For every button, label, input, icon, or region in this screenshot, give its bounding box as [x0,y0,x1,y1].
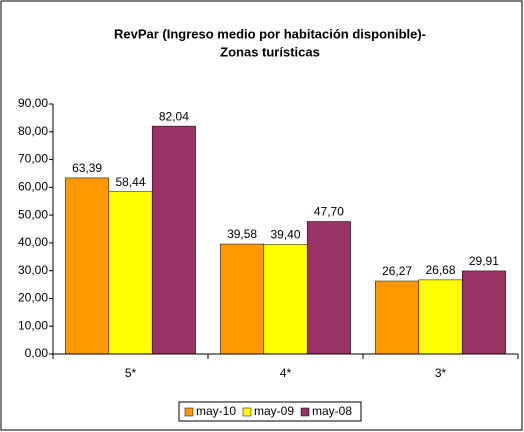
bar [220,243,265,355]
bar [151,125,196,355]
legend-label: may-10 [196,404,236,418]
bar [65,177,110,355]
value-label: 26,68 [425,263,455,277]
y-tick-label: 0,00 [25,346,49,360]
bar [263,244,308,355]
value-label: 47,70 [314,205,344,219]
value-label: 39,40 [270,228,300,242]
chart-title: Zonas turísticas [220,44,320,59]
y-tick-label: 40,00 [18,235,48,249]
x-tick-label: 3* [435,366,447,380]
x-tick-label: 5* [125,366,137,380]
value-label: 82,04 [159,109,189,123]
value-label: 26,27 [382,264,412,278]
value-label: 63,39 [72,161,102,175]
y-tick-label: 20,00 [18,291,48,305]
y-tick-label: 90,00 [18,96,48,110]
bar [306,221,351,355]
bar [461,270,506,355]
legend-label: may-08 [312,404,352,418]
chart-title: RevPar (Ingreso medio por habitación dis… [114,26,426,41]
bar [418,279,463,355]
legend-swatch [184,407,194,417]
x-tick-label: 4* [280,366,292,380]
legend-swatch [242,407,252,417]
y-tick-label: 50,00 [18,207,48,221]
value-label: 58,44 [115,175,145,189]
y-tick-label: 60,00 [18,180,48,194]
value-label: 39,58 [227,227,257,241]
legend-box [178,401,362,422]
y-tick-label: 80,00 [18,124,48,138]
value-label: 29,91 [469,254,499,268]
y-tick-label: 30,00 [18,263,48,277]
y-tick-label: 10,00 [18,318,48,332]
legend-label: may-09 [254,404,294,418]
y-tick-label: 70,00 [18,152,48,166]
bar [108,191,153,355]
legend-swatch [300,407,310,417]
bar [375,280,420,355]
